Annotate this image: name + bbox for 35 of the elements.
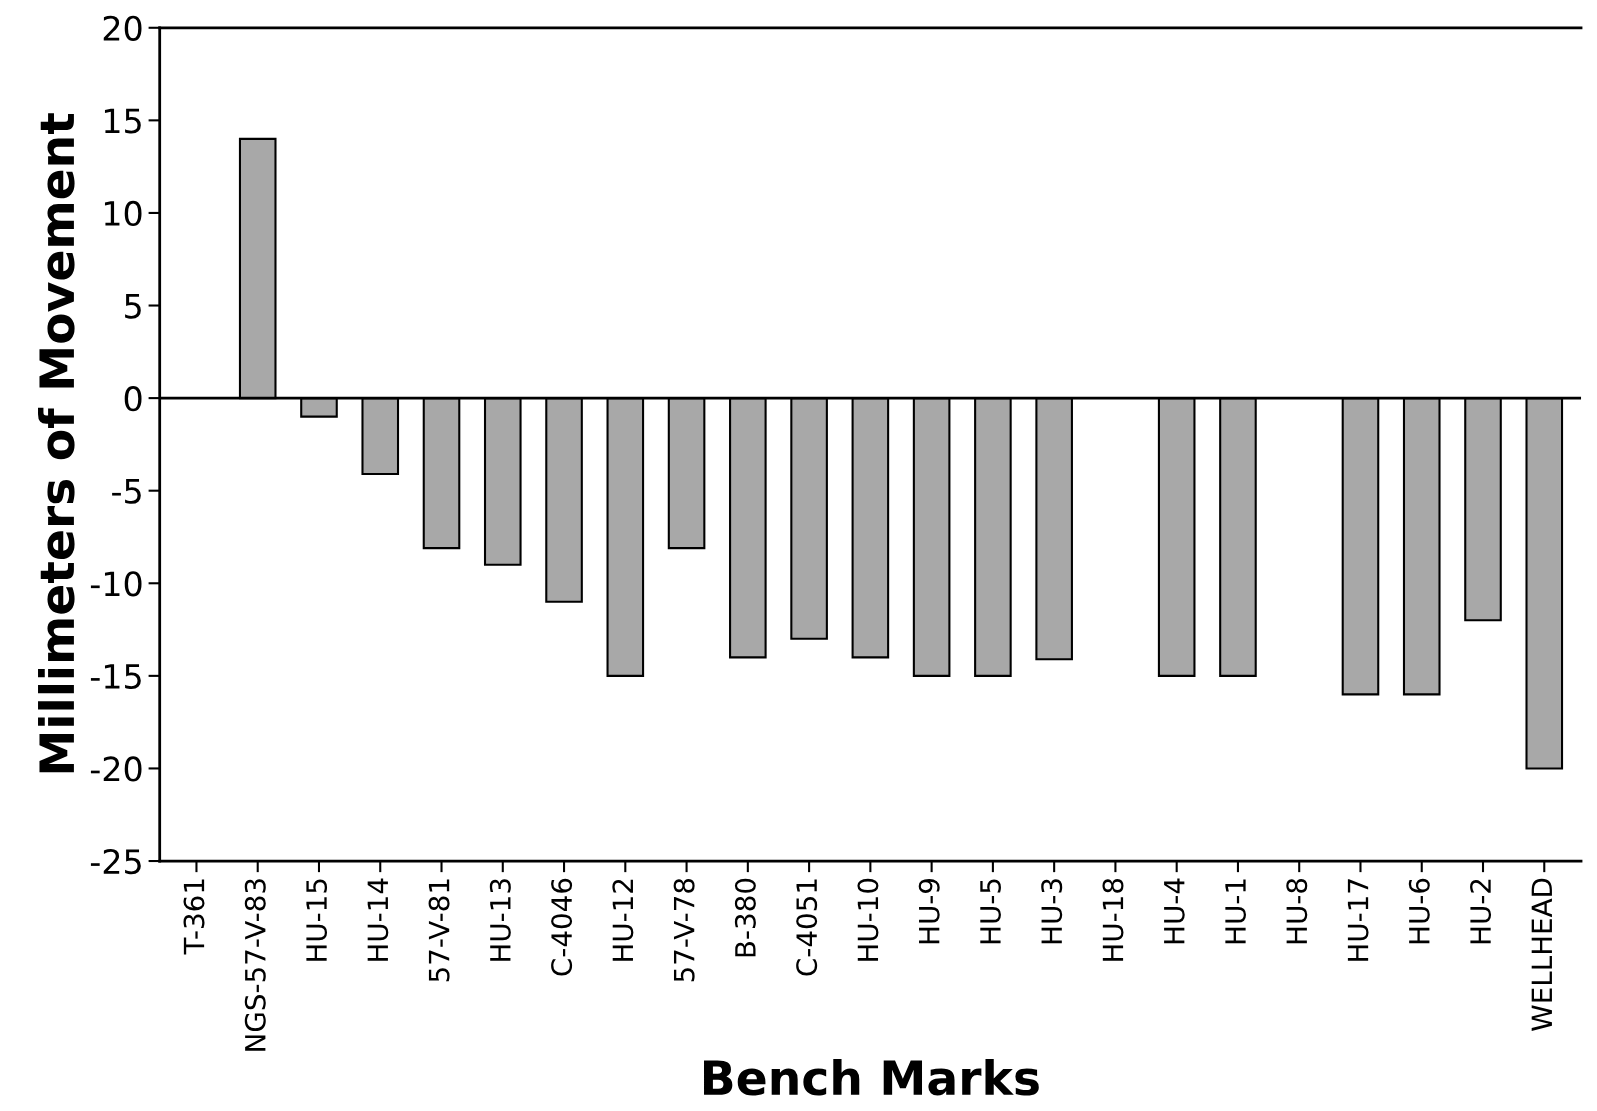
y-tick-label: 10 (104, 200, 142, 227)
y-tick-label: 15 (104, 108, 141, 134)
x-tick-label: WELLHEAD (1531, 878, 1552, 1031)
x-tick-label: HU-10 (857, 878, 879, 961)
y-tick-label: -20 (90, 756, 142, 782)
y-tick-label: -25 (90, 848, 141, 875)
x-tick-label: T-361 (183, 879, 205, 955)
x-tick-label: HU-17 (1347, 879, 1369, 961)
x-tick-label: HU-2 (1470, 879, 1492, 944)
x-tick-label: 57-V-78 (673, 878, 695, 982)
x-tick-label: HU-5 (980, 879, 1001, 944)
y-tick-label: 20 (103, 15, 142, 41)
y-tick-label: 0 (124, 386, 142, 412)
x-tick-label: HU-12 (612, 879, 634, 961)
x-tick-label: HU-13 (489, 879, 511, 961)
y-tick-label: -15 (90, 664, 141, 689)
x-tick-label: HU-9 (918, 878, 940, 944)
x-tick-label: HU-4 (1164, 878, 1185, 944)
x-axis-title: Bench Marks (704, 1058, 1039, 1096)
x-tick-label: NGS-57-V-83 (244, 879, 266, 1051)
y-axis-title: Millimeters of Movement (38, 113, 75, 773)
x-tick-label: HU-1 (1225, 879, 1247, 944)
y-tick-label: 5 (125, 293, 141, 319)
x-tick-label: HU-8 (1286, 878, 1308, 944)
x-tick-label: C-4046 (551, 878, 573, 976)
x-tick-label: C-4051 (796, 879, 818, 976)
x-tick-label: HU-18 (1102, 878, 1124, 961)
y-tick-label: -10 (90, 571, 142, 597)
y-tick-label: -5 (112, 479, 141, 504)
x-tick-label: HU-15 (306, 879, 328, 961)
x-tick-label: HU-14 (367, 878, 389, 961)
x-tick-label: 57-V-81 (428, 879, 450, 982)
x-tick-label: HU-6 (1408, 878, 1430, 944)
x-tick-label: B-380 (734, 878, 756, 957)
x-tick-label: HU-3 (1041, 879, 1063, 944)
